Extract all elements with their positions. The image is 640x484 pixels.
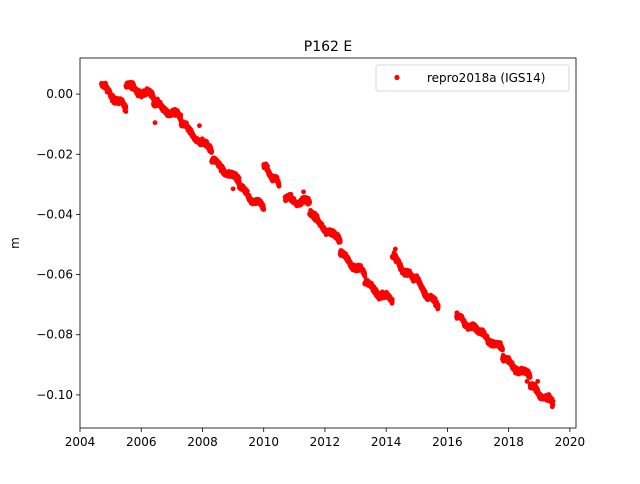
x-tick-label: 2014 bbox=[371, 435, 402, 449]
data-point bbox=[389, 297, 395, 302]
y-tick-label: −0.10 bbox=[36, 388, 73, 402]
y-tick-label: −0.08 bbox=[36, 328, 73, 342]
y-tick-label: 0.00 bbox=[46, 87, 73, 101]
x-tick-label: 2018 bbox=[493, 435, 524, 449]
x-axis: 2004 2006 2008 2010 2012 2014 2016 2018 2020 bbox=[65, 428, 585, 449]
chart-title: P162 E bbox=[304, 39, 352, 55]
x-tick-label: 2004 bbox=[65, 435, 96, 449]
y-tick-label: −0.06 bbox=[36, 268, 73, 282]
data-point bbox=[236, 175, 242, 181]
legend-label: repro2018a (IGS14) bbox=[427, 71, 545, 85]
legend: repro2018a (IGS14) bbox=[375, 64, 570, 92]
data-point bbox=[550, 398, 556, 404]
data-point bbox=[244, 188, 250, 194]
data-layer bbox=[99, 79, 556, 410]
y-axis: 0.00 −0.02 −0.04 −0.06 −0.08 −0.10 bbox=[36, 87, 80, 402]
data-point-outlier bbox=[535, 378, 541, 384]
x-tick-label: 2008 bbox=[187, 435, 218, 449]
x-tick-label: 2016 bbox=[432, 435, 463, 449]
y-axis-label: m bbox=[8, 237, 22, 249]
y-tick-label: −0.04 bbox=[36, 207, 73, 221]
data-point bbox=[362, 273, 368, 279]
data-point bbox=[261, 207, 267, 212]
y-tick-label: −0.02 bbox=[36, 147, 73, 161]
data-point-outlier bbox=[197, 123, 202, 129]
data-point-outlier bbox=[301, 189, 306, 195]
data-point-outlier bbox=[152, 120, 158, 126]
data-point-outlier bbox=[524, 378, 530, 384]
data-point bbox=[337, 238, 343, 244]
x-tick-label: 2010 bbox=[248, 435, 279, 449]
x-tick-label: 2020 bbox=[555, 435, 586, 449]
data-point bbox=[276, 183, 282, 189]
x-tick-label: 2012 bbox=[310, 435, 341, 449]
data-point bbox=[123, 109, 129, 114]
legend-box bbox=[375, 64, 570, 92]
data-point bbox=[123, 105, 129, 111]
data-point-outlier bbox=[392, 246, 398, 252]
plot-frame bbox=[79, 57, 577, 429]
data-point bbox=[435, 305, 441, 310]
x-tick-label: 2006 bbox=[126, 435, 157, 449]
data-point-outlier bbox=[230, 186, 236, 192]
data-point bbox=[500, 347, 505, 353]
legend-marker bbox=[394, 74, 400, 81]
data-point bbox=[307, 200, 313, 205]
data-point bbox=[527, 375, 533, 380]
data-point bbox=[178, 112, 184, 118]
data-point bbox=[209, 149, 215, 155]
